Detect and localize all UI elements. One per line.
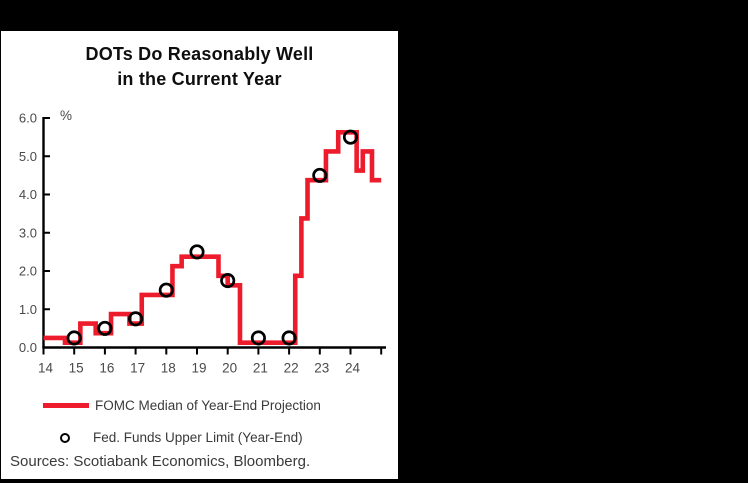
fed-funds-point — [158, 282, 174, 298]
fed-funds-point — [128, 311, 144, 327]
chart-plot: 0.0 1.0 2.0 3.0 4.0 5.0 6.0 14 15 16 17 18 19 20 21 22 2… — [19, 108, 386, 376]
y-axis-unit-label: % — [60, 108, 72, 123]
fed-funds-point — [312, 167, 328, 183]
x-tick-label: 16 — [99, 361, 114, 376]
fed-funds-point — [189, 244, 205, 260]
y-tick-label: 6.0 — [19, 111, 37, 126]
x-tick-label: 15 — [69, 361, 84, 376]
y-tick-label: 0.0 — [19, 340, 37, 355]
legend-entry-fomc-line: FOMC Median of Year-End Projection — [43, 398, 321, 413]
x-tick-label: 19 — [191, 361, 206, 376]
legend-line-label: FOMC Median of Year-End Projection — [95, 398, 321, 413]
fed-funds-point — [342, 129, 359, 145]
legend-entry-fed-funds: Fed. Funds Upper Limit (Year-End) — [60, 430, 303, 445]
x-tick-label: 17 — [130, 361, 145, 376]
x-tick-label: 22 — [284, 361, 299, 376]
x-tick-label: 21 — [253, 361, 268, 376]
x-tick-label: 18 — [161, 361, 176, 376]
x-tick-label: 20 — [222, 361, 237, 376]
x-tick-label: 23 — [314, 361, 329, 376]
fed-funds-point — [281, 330, 297, 346]
y-tick-label: 4.0 — [19, 187, 37, 202]
y-tick-label: 5.0 — [19, 149, 37, 164]
chart-title-line1: DOTs Do Reasonably Well — [85, 44, 314, 64]
fed-funds-point — [66, 330, 82, 346]
y-tick-label: 1.0 — [19, 302, 37, 317]
fed-funds-point — [250, 330, 266, 346]
y-tick-label: 3.0 — [19, 225, 37, 240]
fed-funds-point — [97, 320, 113, 336]
chart-panel: DOTs Do Reasonably Well in the Current Y… — [1, 31, 398, 479]
chart-title: DOTs Do Reasonably Well in the Current Y… — [1, 42, 398, 92]
legend-line-swatch — [43, 403, 89, 408]
x-tick-label: 24 — [345, 361, 361, 376]
sources-note: Sources: Scotiabank Economics, Bloomberg… — [10, 453, 311, 470]
legend-circle-marker — [60, 432, 70, 443]
chart-title-line2: in the Current Year — [117, 69, 282, 89]
fed-funds-point — [220, 273, 236, 289]
x-tick-label: 14 — [38, 361, 54, 376]
legend-marker-label: Fed. Funds Upper Limit (Year-End) — [93, 430, 303, 445]
fomc-step-line — [43, 130, 382, 346]
y-tick-label: 2.0 — [19, 264, 37, 279]
